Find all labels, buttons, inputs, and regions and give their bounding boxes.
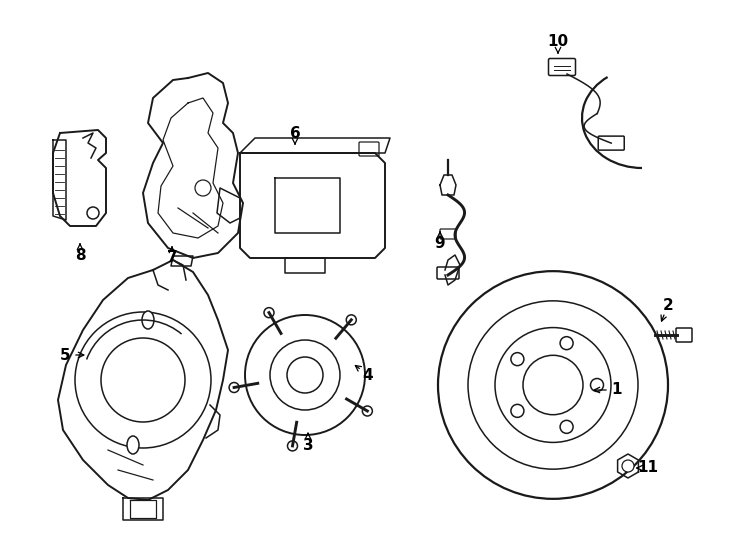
FancyBboxPatch shape <box>437 267 459 279</box>
Circle shape <box>195 180 211 196</box>
Circle shape <box>229 382 239 393</box>
Text: 11: 11 <box>638 461 658 476</box>
Text: 7: 7 <box>167 251 178 266</box>
Circle shape <box>270 340 340 410</box>
FancyBboxPatch shape <box>676 328 692 342</box>
FancyBboxPatch shape <box>440 229 456 239</box>
Circle shape <box>363 406 372 416</box>
Ellipse shape <box>142 311 154 329</box>
Text: 3: 3 <box>302 437 313 453</box>
Text: 1: 1 <box>611 382 622 397</box>
FancyBboxPatch shape <box>548 58 575 76</box>
Circle shape <box>287 357 323 393</box>
Circle shape <box>346 315 356 325</box>
Circle shape <box>622 460 634 472</box>
Circle shape <box>245 315 365 435</box>
Text: 4: 4 <box>363 368 374 382</box>
Circle shape <box>264 308 274 318</box>
Text: 10: 10 <box>548 35 569 50</box>
Circle shape <box>75 312 211 448</box>
Text: 9: 9 <box>435 235 446 251</box>
Ellipse shape <box>127 436 139 454</box>
Text: 8: 8 <box>75 247 85 262</box>
Text: 2: 2 <box>663 298 673 313</box>
FancyBboxPatch shape <box>359 142 379 156</box>
Circle shape <box>288 441 297 451</box>
Circle shape <box>87 207 99 219</box>
Text: 6: 6 <box>290 125 300 140</box>
Text: 5: 5 <box>59 348 70 362</box>
FancyBboxPatch shape <box>598 136 624 150</box>
